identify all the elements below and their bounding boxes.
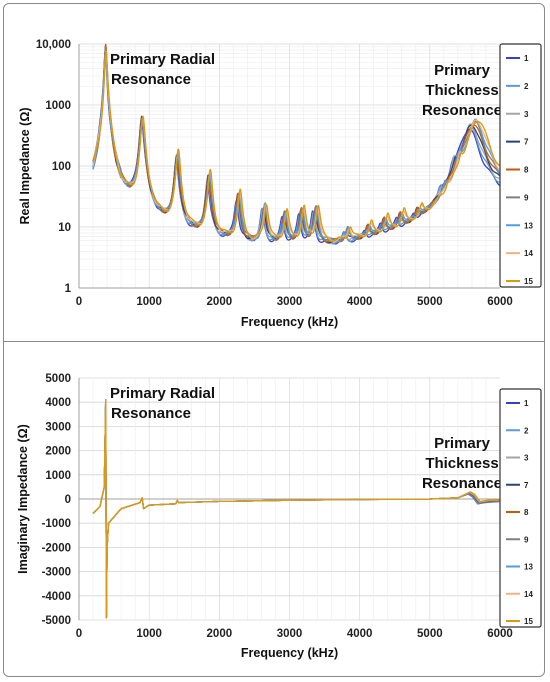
y-tick-label: -4000 xyxy=(42,591,71,603)
annotation-text: Primary xyxy=(434,435,491,452)
x-tick-label: 5000 xyxy=(417,296,443,308)
series-group xyxy=(92,399,502,619)
annotation-text: Primary xyxy=(434,62,491,79)
y-tick-label: 2000 xyxy=(45,446,71,458)
y-tick-label: 1000 xyxy=(45,470,71,482)
y-tick-label: 10,000 xyxy=(36,39,71,51)
annotation-text: Thickness xyxy=(425,82,498,99)
legend: 1 2 3 7 8 9 13 14 15 xyxy=(499,43,542,288)
series-line-2 xyxy=(92,399,500,619)
legend-label: 9 xyxy=(524,535,529,544)
legend-label: 3 xyxy=(524,454,529,463)
y-tick-label: 5000 xyxy=(45,373,71,385)
legend-label: 13 xyxy=(524,563,533,572)
legend-label: 1 xyxy=(524,399,529,408)
x-tick-label: 3000 xyxy=(277,296,303,308)
y-tick-label: 100 xyxy=(52,161,71,173)
legend-label: 3 xyxy=(524,110,529,119)
x-axis-title: Frequency (kHz) xyxy=(241,315,338,329)
y-tick-label: 4000 xyxy=(45,397,71,409)
legend-label: 14 xyxy=(524,249,533,258)
y-tick-label: -5000 xyxy=(42,615,71,627)
x-tick-label: 6000 xyxy=(487,296,513,308)
series-group xyxy=(92,43,501,245)
annotation-text: Primary Radial xyxy=(110,385,215,402)
annotation-text: Resonance xyxy=(422,475,502,492)
legend-label: 8 xyxy=(524,166,529,175)
legend-label: 8 xyxy=(524,508,529,517)
annotation-text: Resonance xyxy=(111,405,191,422)
legend-box xyxy=(499,43,542,288)
annotation-text: Thickness xyxy=(425,455,498,472)
annotation-text: Resonance xyxy=(422,102,502,119)
series-line-8 xyxy=(92,399,501,619)
x-tick-label: 0 xyxy=(76,296,82,308)
imaginary-impedance-chart: -5000 -4000 -3000 -2000 -1000 0 1000 2000 3000 40… xyxy=(16,373,542,660)
x-tick-label: 6000 xyxy=(487,628,513,640)
y-tick-label: 1 xyxy=(65,283,72,295)
series-line-14 xyxy=(92,399,501,619)
legend-label: 2 xyxy=(524,426,529,435)
y-tick-label: 10 xyxy=(58,222,71,234)
legend-label: 1 xyxy=(524,54,529,63)
x-tick-label: 3000 xyxy=(277,628,303,640)
figure-frame xyxy=(3,3,545,677)
x-tick-label: 4000 xyxy=(347,296,373,308)
x-tick-label: 4000 xyxy=(347,628,373,640)
series-line-13 xyxy=(92,399,501,619)
real-impedance-panel: 1 10 100 1000 10,000 0 1000 2000 3000 4000 5000 600… xyxy=(18,39,542,329)
x-tick-label: 1000 xyxy=(136,296,162,308)
y-tick-label: -3000 xyxy=(42,567,71,579)
imaginary-impedance-panel: -5000 -4000 -3000 -2000 -1000 0 1000 2000 3000 40… xyxy=(0,341,550,682)
y-axis-title: Real Impedance (Ω) xyxy=(18,108,32,225)
legend-label: 15 xyxy=(524,617,533,626)
x-tick-label: 2000 xyxy=(207,628,233,640)
x-tick-label: 2000 xyxy=(207,296,233,308)
y-tick-label: 3000 xyxy=(45,421,71,433)
x-tick-label: 0 xyxy=(76,628,82,640)
y-tick-label: 1000 xyxy=(45,100,71,112)
legend: 1 2 3 7 8 9 13 14 15 xyxy=(499,388,542,628)
series-line-3 xyxy=(92,399,500,619)
series-line-9 xyxy=(92,399,501,619)
series-line-15 xyxy=(92,399,502,619)
legend-label: 9 xyxy=(524,193,529,202)
legend-label: 14 xyxy=(524,590,533,599)
x-axis-title: Frequency (kHz) xyxy=(241,646,338,660)
annotation-text: Primary Radial xyxy=(110,51,215,68)
y-tick-label: -2000 xyxy=(42,542,71,554)
legend-label: 15 xyxy=(524,277,533,286)
legend-box xyxy=(499,388,542,628)
y-axis-title: Imaginary Impedance (Ω) xyxy=(16,424,30,574)
y-tick-label: 0 xyxy=(65,494,71,506)
y-tick-label: -1000 xyxy=(42,518,71,530)
x-tick-label: 1000 xyxy=(136,628,162,640)
series-line-1 xyxy=(92,399,499,619)
panel-divider xyxy=(4,341,545,342)
legend-label: 7 xyxy=(524,481,529,490)
annotation-text: Resonance xyxy=(111,71,191,88)
series-line-7 xyxy=(92,399,500,619)
real-impedance-chart: 1 10 100 1000 10,000 0 1000 2000 3000 4000 5000 600… xyxy=(18,39,542,329)
series-line-15 xyxy=(92,49,501,242)
legend-label: 2 xyxy=(524,82,529,91)
x-tick-label: 5000 xyxy=(417,628,443,640)
legend-label: 13 xyxy=(524,221,533,230)
legend-label: 7 xyxy=(524,138,529,147)
